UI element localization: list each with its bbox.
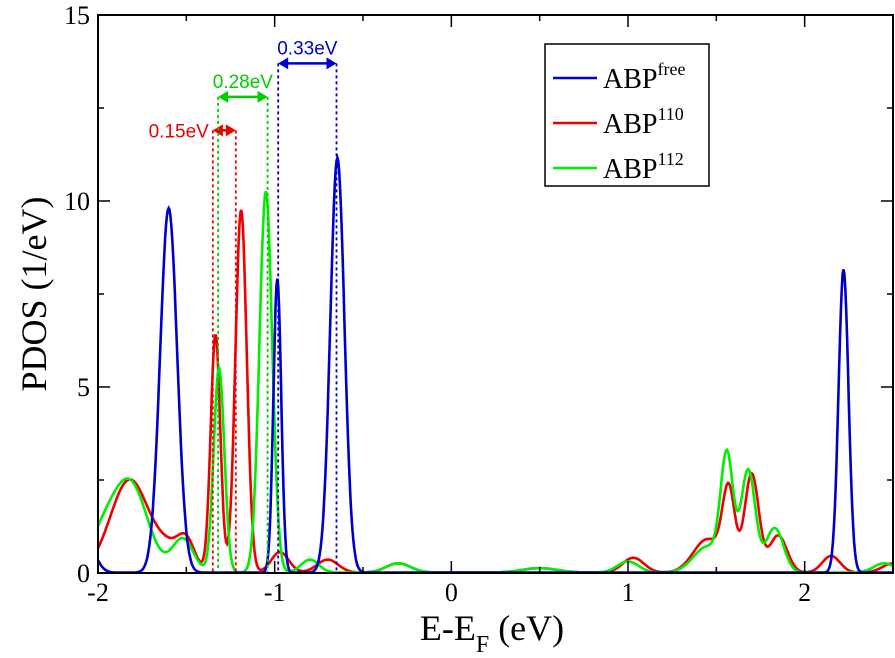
x-tick-label: -2 <box>87 578 109 607</box>
series-layer <box>98 158 893 573</box>
y-tick-label: 0 <box>77 559 90 588</box>
annotation-label: 0.28eV <box>213 72 274 93</box>
legend-label-main: ABP <box>603 109 657 140</box>
x-tick-label: 1 <box>622 578 635 607</box>
y-tick-label: 15 <box>64 1 90 30</box>
tick-layer: -2 -1 0 1 2 0 5 10 15 <box>64 1 893 607</box>
legend-label-main: ABP <box>603 154 657 185</box>
x-tick-label: 2 <box>798 578 811 607</box>
y-tick-label: 5 <box>77 373 90 402</box>
x-axis-label: E-EF (eV) <box>420 608 564 658</box>
legend-label-main: ABP <box>603 64 657 95</box>
x-axis-label-sub: F <box>476 632 489 658</box>
annotation-label: 0.15eV <box>149 121 210 142</box>
x-axis-label-main: E-E <box>420 608 476 648</box>
legend-label-sup: 112 <box>657 149 683 169</box>
y-axis-label: PDOS (1/eV) <box>14 197 54 392</box>
x-tick-label: -1 <box>264 578 286 607</box>
y-tick-label: 10 <box>64 187 90 216</box>
legend-label-sup: 110 <box>657 104 683 124</box>
x-axis-label-unit: (eV) <box>489 608 564 648</box>
legend-label-sup: free <box>657 59 685 79</box>
annotation-arrowhead-right <box>226 124 236 136</box>
annotation-label: 0.33eV <box>277 38 338 59</box>
x-tick-label: 0 <box>445 578 458 607</box>
